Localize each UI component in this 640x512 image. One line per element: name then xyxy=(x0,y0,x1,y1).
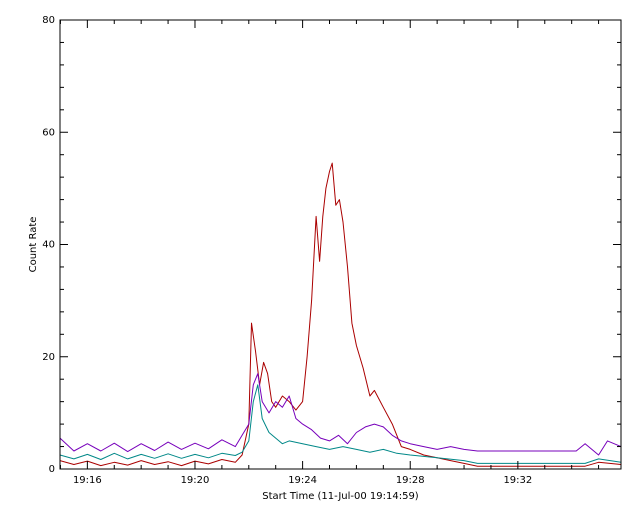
y-tick-label: 40 xyxy=(42,240,55,251)
series-line-3 xyxy=(59,384,622,464)
y-tick-label: 60 xyxy=(42,127,55,138)
ticks-layer xyxy=(59,19,621,470)
x-tick-label: 19:28 xyxy=(396,475,425,486)
x-tick-label: 19:32 xyxy=(503,475,532,486)
x-tick-label: 19:20 xyxy=(181,475,210,486)
x-axis-label: Start Time (11-Jul-00 19:14:59) xyxy=(262,491,419,502)
y-axis-label: Count Rate xyxy=(28,217,39,273)
y-tick-label: 0 xyxy=(49,464,55,475)
labels-layer: 0 20 40 60 80 19:16 19:20 19:24 19:28 19:32 xyxy=(42,15,532,486)
series-line-1 xyxy=(59,162,622,467)
plot-frame xyxy=(59,19,622,470)
x-tick-label: 19:24 xyxy=(288,475,317,486)
series-layer xyxy=(59,162,622,467)
y-tick-label: 20 xyxy=(42,352,55,363)
y-tick-label: 80 xyxy=(42,15,55,26)
x-tick-label: 19:16 xyxy=(73,475,102,486)
series-line-2 xyxy=(59,373,622,456)
